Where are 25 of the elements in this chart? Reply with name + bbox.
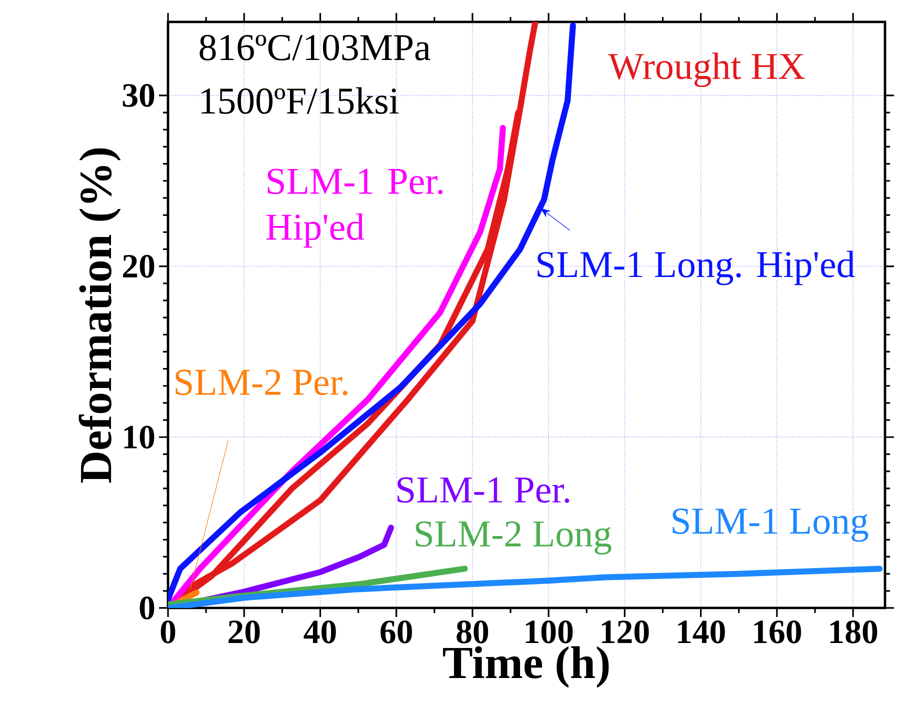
x-tick-label: 100 [526, 620, 573, 644]
series-label: SLM-1 Long. Hip'ed [538, 250, 855, 286]
y-tick-label: 20 [123, 254, 154, 278]
series-label: SLM-2 Long [416, 521, 612, 555]
x-tick-label: 120 [602, 620, 649, 644]
x-tick-label: 140 [678, 620, 725, 644]
y-tick-label: 0 [140, 596, 154, 620]
x-tick-label: 40 [304, 620, 336, 644]
annotation: 1500ºF/15ksi [202, 87, 399, 114]
series-label: SLM-1 Per. Hip'ed [266, 168, 443, 248]
x-tick-label: 80 [456, 620, 488, 644]
x-axis-title: Time (h) [443, 646, 609, 688]
annotation: 816ºC/103MPa [200, 34, 430, 60]
y-tick-label: 10 [124, 426, 154, 449]
x-tick-label: 20 [228, 620, 260, 644]
x-tick-label: 60 [380, 620, 412, 644]
text: Wrought HX [608, 52, 805, 88]
series-label: SLM-1 Long [672, 508, 868, 542]
y-tick-label: 30 [122, 84, 154, 107]
y-axis-title: Deformation (%) [78, 148, 121, 483]
x-tick-label: 180 [830, 620, 878, 644]
x-tick-label: 160 [754, 620, 802, 644]
x-tick-label: 0 [160, 620, 176, 644]
text: SLM-2 Per. [176, 370, 348, 396]
series-label: SLM-1 Per. [398, 477, 570, 503]
